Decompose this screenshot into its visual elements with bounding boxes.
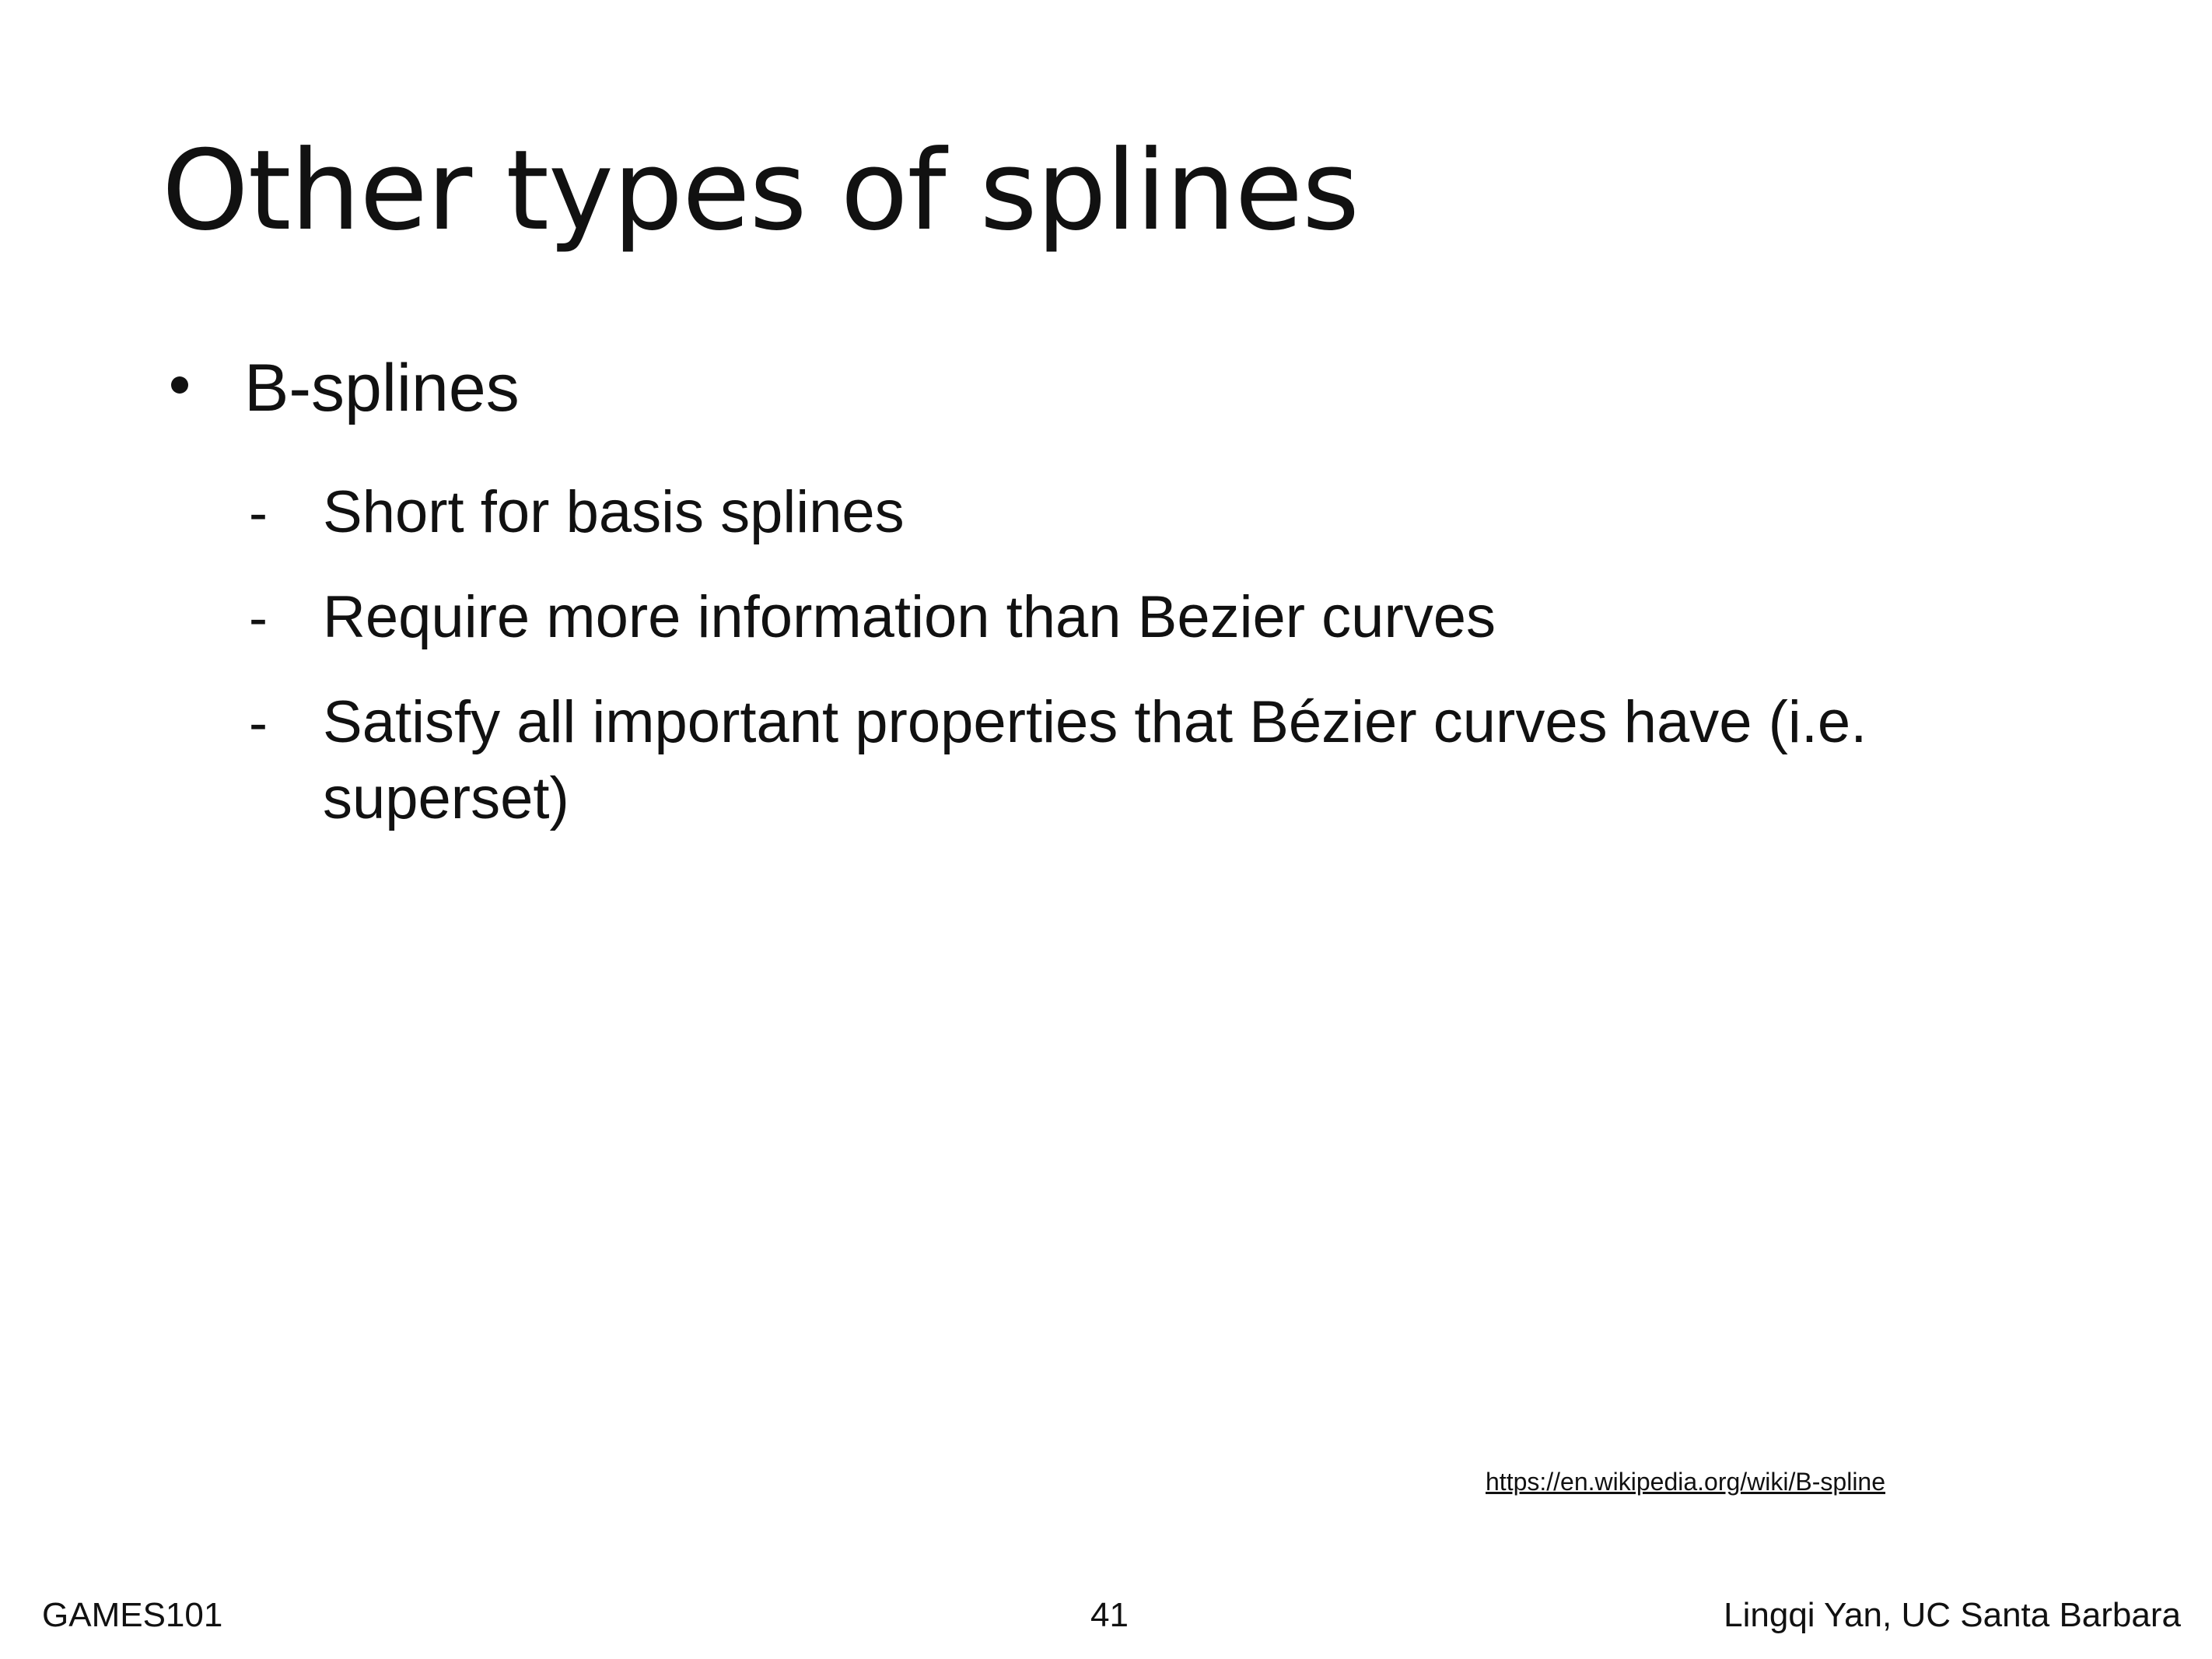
slide-title: Other types of splines	[162, 127, 1360, 255]
dash-icon: -	[249, 691, 268, 754]
sub-bullet-text: Satisfy all important properties that Bé…	[323, 688, 1867, 832]
bullet-item-b-splines: B-splines	[171, 350, 520, 427]
sub-bullet-item: - Short for basis splines	[249, 474, 1960, 551]
bullet-label: B-splines	[244, 351, 520, 425]
dash-icon: -	[249, 482, 268, 544]
sub-bullet-item: - Satisfy all important properties that …	[249, 684, 1960, 838]
sub-bullet-text: Short for basis splines	[323, 479, 905, 545]
footer-author: Lingqi Yan, UC Santa Barbara	[1724, 1596, 2181, 1634]
reference-link[interactable]: https://en.wikipedia.org/wiki/B-spline	[1486, 1468, 1886, 1496]
dash-icon: -	[249, 586, 268, 649]
sub-bullet-text: Require more information than Bezier cur…	[323, 583, 1496, 650]
footer-course-name: GAMES101	[42, 1596, 223, 1634]
sub-bullet-item: - Require more information than Bezier c…	[249, 579, 1960, 656]
bullet-dot-icon	[171, 376, 188, 394]
footer-page-number: 41	[1090, 1596, 1129, 1634]
sub-bullet-list: - Short for basis splines - Require more…	[249, 474, 1960, 866]
